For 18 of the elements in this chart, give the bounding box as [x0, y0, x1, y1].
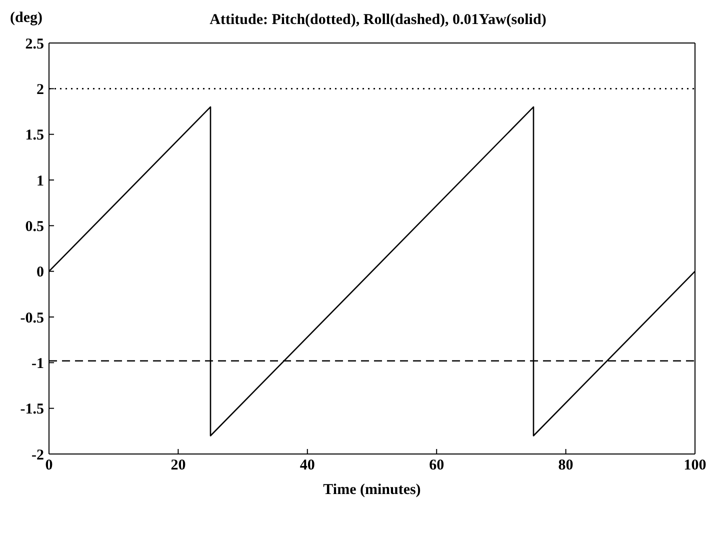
y-tick-label: 1.5 — [25, 128, 44, 144]
x-tick-label: 100 — [684, 458, 706, 474]
y-tick-label: 2 — [36, 82, 44, 98]
y-tick-label: 2.5 — [25, 36, 44, 52]
x-axis-title: Time (minutes) — [323, 482, 421, 498]
y-tick-label: -1 — [32, 356, 44, 372]
y-tick-label: 1 — [36, 173, 44, 190]
y-tick-label: -2 — [32, 447, 44, 464]
x-tick-label: 60 — [429, 458, 444, 474]
x-tick-label: 40 — [300, 458, 315, 474]
x-tick-label: 80 — [558, 458, 574, 474]
y-tick-label: -1.5 — [20, 402, 44, 418]
y-tick-label: 0 — [36, 264, 44, 281]
x-tick-label: 20 — [170, 458, 186, 474]
y-tick-label: -0.5 — [20, 310, 44, 326]
y-axis-title: (deg) — [10, 10, 42, 27]
chart-title: Attitude: Pitch(dotted), Roll(dashed), 0.01Yaw(solid) — [210, 12, 546, 28]
y-tick-label: 0.5 — [25, 218, 44, 235]
